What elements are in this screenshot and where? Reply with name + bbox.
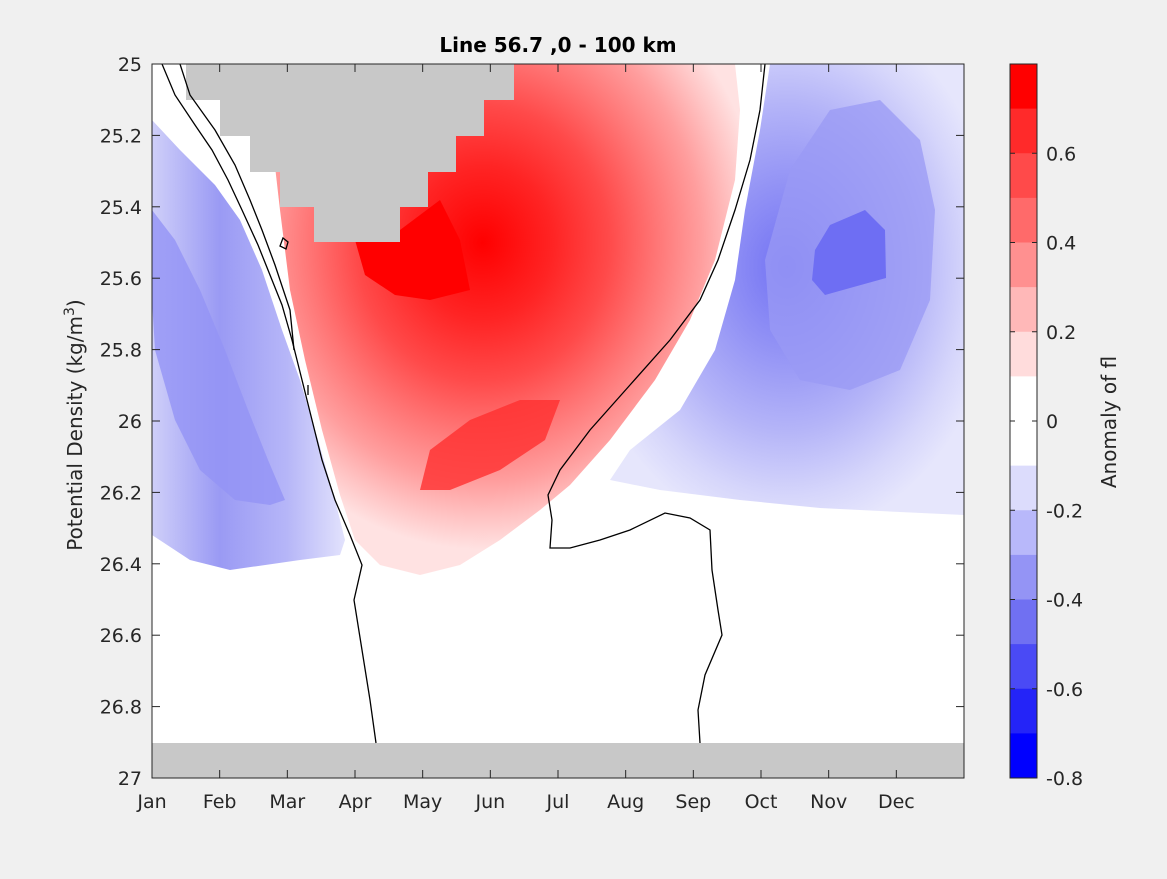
y-tick-label: 26.8 bbox=[100, 697, 142, 719]
zero-contours bbox=[161, 64, 766, 744]
y-tick-label: 26.4 bbox=[100, 554, 142, 576]
colorbar-segment bbox=[1010, 287, 1037, 333]
x-tick-label: Sep bbox=[675, 791, 711, 813]
colorbar-tick-label: -0.8 bbox=[1046, 768, 1083, 790]
x-tick-label: Aug bbox=[607, 791, 644, 813]
colorbar-segment bbox=[1010, 510, 1037, 556]
colorbar-segment bbox=[1010, 599, 1037, 645]
colorbar-segment bbox=[1010, 688, 1037, 734]
y-tick-label: 25.2 bbox=[100, 125, 142, 147]
y-tick-label: 27 bbox=[118, 768, 142, 790]
x-axis: Jan Feb Mar Apr May Jun Jul Aug Sep Oct Nov Dec bbox=[136, 64, 915, 813]
colorbar-tick-label: 0.4 bbox=[1046, 233, 1076, 255]
y-axis-label: Potential Density (kg/m3) bbox=[62, 299, 87, 550]
colorbar-segment bbox=[1010, 421, 1037, 467]
x-tick-label: Dec bbox=[878, 791, 915, 813]
colorbar-segment bbox=[1010, 64, 1037, 110]
x-tick-label: Feb bbox=[203, 791, 237, 813]
zero-contour-right-outer bbox=[547, 64, 766, 744]
y-tick-label: 25.6 bbox=[100, 268, 142, 290]
colorbar-tick-label: -0.6 bbox=[1046, 679, 1083, 701]
x-tick-label: May bbox=[403, 791, 442, 813]
y-tick-label: 26.6 bbox=[100, 625, 142, 647]
missing-data-top bbox=[186, 64, 514, 242]
x-tick-label: Nov bbox=[810, 791, 847, 813]
y-axis: 25 25.2 25.4 25.6 25.8 26 26.2 26.4 26.6 26.8 27 bbox=[100, 54, 964, 790]
y-tick-label: 25 bbox=[118, 54, 142, 76]
x-tick-label: Jun bbox=[474, 791, 505, 813]
zero-contour-small-loop bbox=[279, 236, 289, 250]
colorbar-tick-label: 0 bbox=[1046, 411, 1058, 433]
y-tick-label: 25.8 bbox=[100, 340, 142, 362]
colorbar-tick-label: 0.6 bbox=[1046, 143, 1076, 165]
negative-anomaly-right-core bbox=[812, 210, 886, 295]
x-tick-label: Jul bbox=[546, 791, 570, 813]
colorbar-segment bbox=[1010, 644, 1037, 690]
colorbar-segment bbox=[1010, 331, 1037, 377]
colorbar-tick-label: -0.4 bbox=[1046, 590, 1083, 612]
colorbar-tick-label: 0.2 bbox=[1046, 322, 1076, 344]
plot-area bbox=[152, 64, 964, 778]
colorbar-segment bbox=[1010, 197, 1037, 243]
colorbar-segment bbox=[1010, 554, 1037, 600]
x-tick-label: Apr bbox=[339, 791, 372, 813]
chart-title: Line 56.7 ,0 - 100 km bbox=[439, 33, 676, 57]
colorbar-label: Anomaly of fl bbox=[1097, 356, 1121, 488]
x-tick-label: Oct bbox=[745, 791, 778, 813]
positive-anomaly-core bbox=[355, 200, 470, 300]
colorbar-segment bbox=[1010, 242, 1037, 288]
colorbar-segment bbox=[1010, 153, 1037, 199]
colorbar: 0.6 0.4 0.2 0 -0.2 -0.4 -0.6 -0.8 bbox=[1009, 63, 1083, 790]
colorbar-segment bbox=[1010, 733, 1037, 779]
y-tick-label: 25.4 bbox=[100, 197, 142, 219]
colorbar-segment bbox=[1010, 108, 1037, 154]
colorbar-segment bbox=[1010, 465, 1037, 511]
x-tick-label: Jan bbox=[136, 791, 166, 813]
colorbar-tick-label: -0.2 bbox=[1046, 500, 1083, 522]
zero-contour-left-outer bbox=[161, 64, 377, 744]
zero-contour-left-inner bbox=[179, 64, 295, 351]
colorbar-segment bbox=[1010, 376, 1037, 422]
positive-anomaly-secondary bbox=[420, 400, 560, 490]
x-tick-label: Mar bbox=[269, 791, 305, 813]
y-tick-label: 26.2 bbox=[100, 482, 142, 504]
y-tick-label: 26 bbox=[118, 411, 142, 433]
negative-anomaly-left-core bbox=[152, 210, 285, 505]
